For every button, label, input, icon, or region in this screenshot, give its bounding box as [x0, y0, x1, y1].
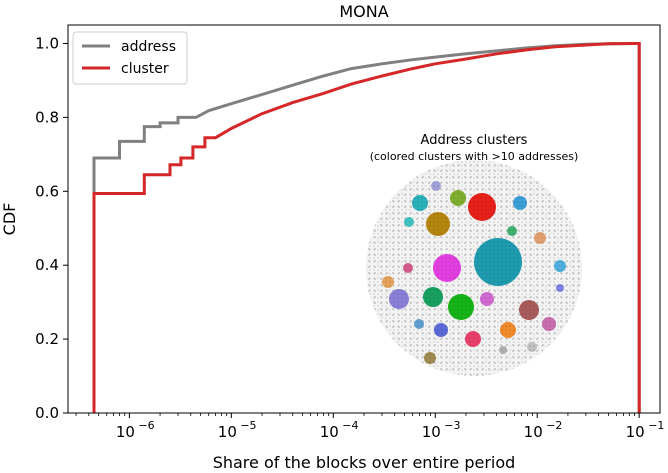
y-tick-label: 0.2 [35, 330, 59, 348]
chart-title: MONA [339, 2, 388, 21]
y-tick-label: 0.4 [35, 256, 59, 274]
x-tick-exponent: −5 [240, 419, 256, 432]
x-tick-label: 10 [116, 423, 135, 441]
x-tick-label: 10 [320, 423, 339, 441]
network-texture [366, 160, 582, 376]
x-tick-exponent: −1 [648, 419, 664, 432]
x-tick-label: 10 [422, 423, 441, 441]
x-tick-exponent: −4 [342, 419, 358, 432]
y-tick-label: 0.6 [35, 182, 59, 200]
inset-title: Address clusters [421, 133, 528, 148]
y-tick-label: 0.8 [35, 108, 59, 126]
legend-label-cluster: cluster [121, 61, 169, 77]
series-lines [92, 41, 641, 413]
series-line-cluster [92, 41, 641, 413]
y-axis-label: CDF [0, 203, 19, 236]
axes: 0.00.20.40.60.81.010 −6 10 −5 10 −4 10 −3 10 −2 10… [35, 24, 664, 441]
y-tick-label: 1.0 [35, 34, 59, 52]
x-tick-exponent: −6 [138, 419, 154, 432]
address-clusters-inset: Address clusters (colored clusters with … [366, 133, 582, 376]
x-tick-exponent: −3 [444, 419, 460, 432]
x-axis-label: Share of the blocks over entire period [213, 453, 516, 472]
y-tick-label: 0.0 [35, 404, 59, 422]
inset-subtitle: (colored clusters with >10 addresses) [370, 150, 579, 163]
legend: address cluster [72, 31, 188, 85]
x-tick-label: 10 [218, 423, 237, 441]
legend-label-address: address [121, 39, 176, 55]
x-tick-label: 10 [524, 423, 543, 441]
x-tick-exponent: −2 [546, 419, 562, 432]
x-tick-label: 10 [626, 423, 645, 441]
